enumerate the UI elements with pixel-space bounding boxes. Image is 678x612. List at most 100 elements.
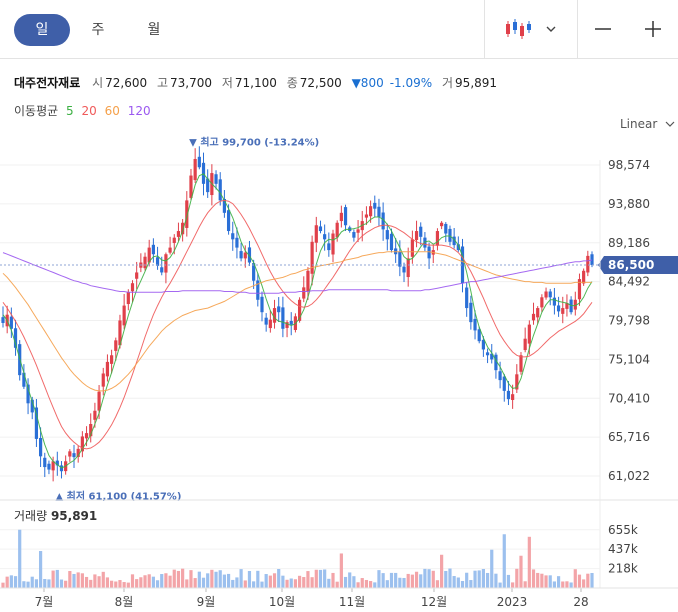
volume-bar [323, 569, 327, 588]
volume-bar [126, 582, 130, 588]
candle [582, 270, 586, 284]
volume-bar [440, 554, 444, 588]
volume-bar [297, 575, 302, 588]
volume-bar [68, 571, 72, 588]
volume-bar [34, 579, 39, 588]
tab-week[interactable]: 주 [91, 22, 105, 38]
volume-bar [356, 582, 360, 588]
volume-bar [318, 569, 323, 588]
candle [47, 463, 51, 470]
volume-label: 거 [442, 76, 454, 90]
volume-bar [423, 568, 427, 588]
candle [444, 223, 448, 234]
volume-bar [122, 582, 126, 588]
ma-5[interactable]: 5 [66, 104, 74, 118]
candle [452, 236, 456, 246]
candle [260, 296, 264, 313]
candle [168, 247, 172, 253]
candle [381, 212, 385, 230]
candle [114, 340, 118, 351]
candle [214, 174, 218, 184]
candle [289, 320, 293, 325]
candle [427, 246, 431, 259]
volume-bar [89, 579, 93, 588]
volume-bar [348, 572, 352, 588]
tab-day[interactable]: 일 [14, 14, 70, 46]
volume-bar [22, 581, 26, 588]
low-label: 저 [221, 76, 233, 90]
candle [460, 246, 465, 284]
candle [101, 373, 105, 387]
candlestick-icon [506, 19, 531, 39]
scale-selector[interactable]: Linear [620, 117, 675, 131]
candle [185, 200, 189, 228]
volume-bar [352, 576, 356, 588]
candle [72, 453, 76, 458]
volume-bar [289, 578, 293, 588]
candle [147, 247, 151, 263]
volume-bar [59, 579, 64, 588]
volume-bar [398, 577, 402, 588]
volume-bar [252, 581, 256, 588]
volume-bar [231, 579, 235, 588]
x-tick-label: 9월 [197, 595, 216, 609]
volume-bar [381, 573, 385, 588]
candle [13, 328, 18, 348]
y-tick-label: 61,022 [608, 469, 650, 483]
volume-bar [218, 570, 222, 588]
candle [339, 212, 343, 222]
plus-icon [645, 21, 661, 37]
ma-20[interactable]: 20 [81, 104, 97, 118]
stock-name: 대주전자재료 [14, 76, 81, 90]
volume-bar [531, 569, 536, 588]
candle [164, 254, 168, 273]
volume-tick-label: 218k [608, 562, 638, 576]
volume-bar [143, 575, 147, 588]
candle [226, 210, 231, 232]
volume-bar [444, 570, 448, 588]
candle [414, 231, 419, 240]
volume-bar [402, 577, 406, 588]
candle [118, 320, 122, 346]
candle [515, 374, 519, 390]
candle [235, 237, 239, 248]
y-tick-label: 84,492 [608, 275, 650, 289]
volume-bar [456, 577, 460, 588]
volume-bar [389, 572, 394, 588]
volume-bar [431, 570, 435, 588]
volume-bar [43, 578, 47, 588]
volume-bar [335, 581, 339, 588]
volume-bar [360, 578, 364, 588]
tab-month[interactable]: 월 [147, 22, 161, 38]
high-annotation: ▼ 최고 99,700 (-13.24%) [189, 136, 319, 149]
high-label: 고 [156, 76, 168, 90]
volume-bar [118, 580, 122, 588]
volume-bar [193, 578, 197, 588]
candle [22, 372, 26, 387]
volume-bar [147, 574, 151, 588]
candle [160, 267, 164, 273]
zoom-in-button[interactable] [628, 0, 678, 58]
ma-120[interactable]: 120 [127, 104, 151, 118]
candle [385, 230, 389, 240]
x-tick-label: 28 [573, 595, 588, 609]
volume-bar [569, 582, 573, 588]
candle [552, 297, 557, 306]
candle [55, 460, 59, 466]
volume-bar [72, 573, 76, 588]
chart-type-button[interactable] [484, 0, 577, 58]
zoom-out-button[interactable] [577, 0, 628, 58]
candle [402, 266, 406, 273]
volume-bar [55, 569, 59, 588]
ma-60[interactable]: 60 [104, 104, 120, 118]
candle [310, 241, 314, 274]
candles [1, 146, 594, 482]
candle [565, 303, 569, 309]
candle [577, 279, 582, 300]
volume-panel-label: 거래량 95,891 [14, 507, 97, 524]
volume-tick-label: 437k [608, 542, 638, 556]
candle [540, 297, 544, 308]
volume-bar [556, 576, 561, 588]
candle [398, 251, 402, 267]
